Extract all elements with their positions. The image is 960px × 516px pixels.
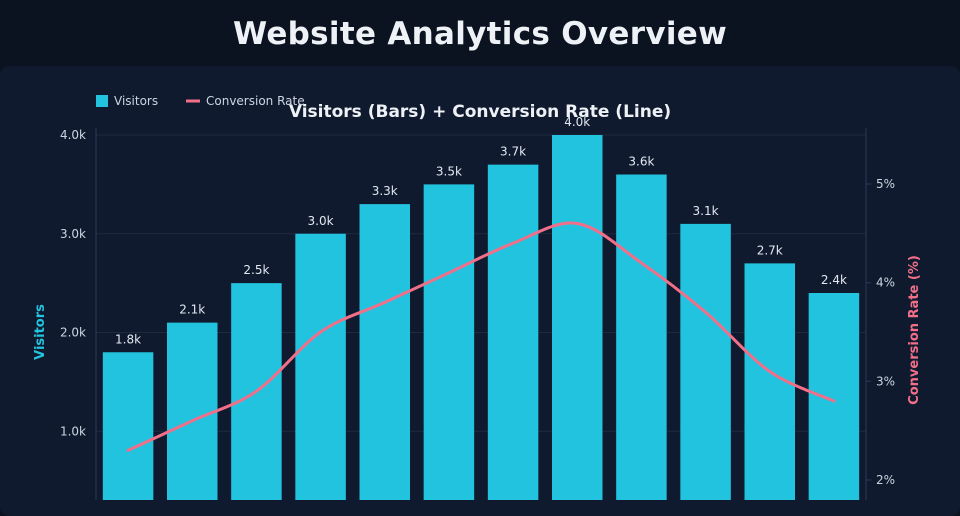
chart-svg: 1.0k 2.0k 3.0k 4.0k 2% 3% 4% 5% 1.8k 2.1k 2.5k 3.… (0, 0, 960, 500)
y-tick-label: 3.0k (60, 227, 86, 241)
y-axis-ticks: 1.0k 2.0k 3.0k 4.0k (60, 128, 86, 438)
bar-label: 3.3k (372, 184, 398, 198)
bar-label: 2.1k (179, 303, 205, 317)
y2-tick-label: 5% (876, 177, 895, 191)
bar (616, 175, 667, 501)
bar-label: 3.5k (436, 164, 462, 178)
chart-title: Visitors (Bars) + Conversion Rate (Line) (289, 102, 671, 122)
bar (424, 184, 475, 500)
legend-swatch-visitors (96, 95, 108, 107)
bar-label: 2.4k (821, 273, 847, 287)
bar (488, 165, 539, 500)
y2-tick-label: 2% (876, 473, 895, 487)
bar (103, 352, 154, 500)
y-tick-label: 1.0k (60, 424, 86, 438)
y2-tick-label: 3% (876, 374, 895, 388)
bar-label: 3.7k (500, 145, 526, 159)
legend-label-visitors: Visitors (114, 94, 158, 108)
bar-label: 1.8k (115, 332, 141, 346)
bar (552, 135, 603, 500)
y-tick-label: 2.0k (60, 326, 86, 340)
legend-label-conversion: Conversion Rate (206, 94, 305, 108)
bar (809, 293, 860, 500)
bar (360, 204, 411, 500)
bar (295, 234, 346, 500)
y2-tick-label: 4% (876, 276, 895, 290)
bar-label: 3.6k (628, 155, 654, 169)
bar-series (103, 135, 859, 500)
y2-axis-title: Conversion Rate (%) (907, 255, 922, 405)
bar-label: 2.5k (243, 263, 269, 277)
bar-label: 2.7k (757, 243, 783, 257)
legend: Visitors Conversion Rate (96, 94, 305, 108)
bar (167, 323, 218, 500)
bar-label: 3.1k (693, 204, 719, 218)
bar-labels: 1.8k2.1k2.5k3.0k3.3k3.5k3.7k4.0k3.6k3.1k… (115, 115, 847, 346)
bar (680, 224, 731, 500)
y2-axis-ticks: 2% 3% 4% 5% (876, 177, 895, 487)
bar-label: 3.0k (308, 214, 334, 228)
y-tick-label: 4.0k (60, 128, 86, 142)
y-axis-title: Visitors (33, 304, 48, 360)
